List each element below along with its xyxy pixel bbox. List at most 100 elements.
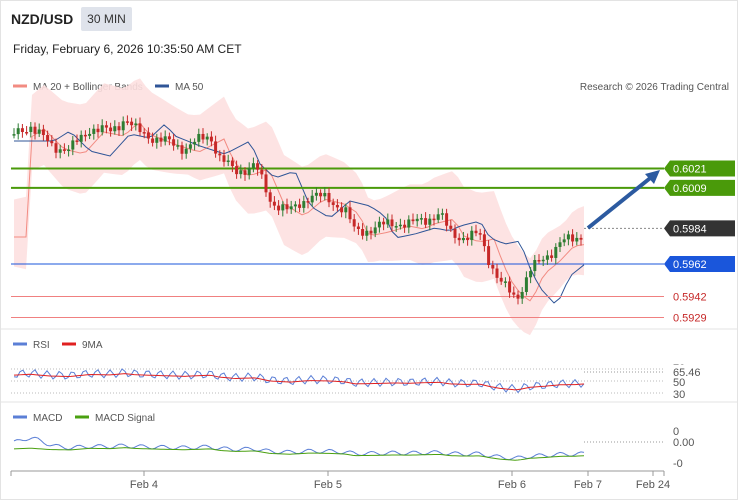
candle-body [256, 163, 260, 170]
candle-body [285, 204, 289, 210]
candle-body [474, 230, 478, 234]
price-levels [11, 167, 664, 318]
candle-body [260, 169, 264, 175]
candle-body [12, 134, 16, 136]
candle-body [382, 221, 386, 225]
moving-averages [14, 122, 585, 304]
candle-body [100, 125, 104, 133]
candle-body [310, 195, 314, 203]
candle-body [29, 126, 33, 133]
candle-body [319, 192, 323, 197]
candle-body [566, 234, 570, 240]
candle-body [20, 128, 24, 133]
rsi-legend-label: RSI [33, 340, 50, 351]
candle-body [277, 205, 281, 211]
candle-body [407, 219, 411, 228]
macd-legend-swatch [13, 415, 27, 419]
chart-datetime: Friday, February 6, 2026 10:35:50 AM CET [13, 42, 242, 56]
level-tag-label: 0.6009 [673, 183, 707, 195]
candle-body [209, 136, 213, 142]
macd-signal-line [13, 447, 585, 461]
candle-body [512, 292, 516, 295]
candle-body [222, 155, 226, 162]
macd-panel [13, 436, 664, 461]
ma50-line [14, 124, 585, 304]
candle-body [314, 192, 318, 196]
candle-body [436, 214, 440, 220]
rsi-tick-50: 50 [673, 377, 685, 389]
macd-signal-legend-swatch [75, 415, 89, 419]
macd-legend-label: MACD [33, 413, 62, 424]
macd-tick-zero: 0 [673, 426, 679, 438]
candle-body [453, 228, 457, 238]
candle-body [151, 138, 155, 143]
candle-body [575, 237, 579, 242]
candle-body [214, 141, 218, 154]
level-tag-bg [664, 220, 735, 237]
level-tag-label: 0.5942 [673, 291, 707, 303]
candle-body [167, 136, 171, 140]
candle-body [365, 230, 369, 236]
rsi-ma-legend-swatch [62, 342, 76, 346]
candle-body [163, 136, 167, 142]
candle-body [125, 121, 129, 123]
chart-header: NZD/USD 30 MIN Friday, February 6, 2026 … [0, 0, 738, 66]
macd-tick-neg: -0 [673, 458, 683, 470]
candle-body [71, 140, 75, 150]
candle-body [193, 141, 197, 145]
candle-body [449, 225, 453, 229]
candle-body [424, 218, 428, 225]
candlesticks [12, 115, 583, 305]
projection-arrow-head [645, 170, 660, 184]
candle-body [67, 149, 71, 152]
macd-value-bg [670, 436, 700, 448]
candle-body [88, 133, 92, 136]
candle-body [579, 237, 583, 240]
macd-signal-legend-label: MACD Signal [95, 413, 155, 424]
candle-body [377, 221, 381, 228]
candle-body [445, 213, 449, 226]
timeframe-button[interactable]: 30 MIN [81, 7, 132, 31]
candle-body [529, 271, 533, 278]
rsi-ma-legend-label: 9MA [82, 340, 103, 351]
candle-body [188, 144, 192, 149]
candle-body [487, 246, 491, 265]
candle-body [411, 219, 415, 222]
level-tag-bg [664, 179, 735, 196]
candle-body [533, 260, 537, 272]
candle-body [121, 121, 125, 131]
candle-body [390, 219, 394, 227]
candle-body [524, 277, 528, 292]
candle-body [348, 207, 352, 220]
candle-body [197, 133, 201, 142]
candle-body [373, 227, 377, 234]
candle-body [461, 237, 465, 241]
candle-body [184, 148, 188, 154]
candle-body [302, 201, 306, 208]
candle-body [46, 135, 50, 142]
candle-body [558, 242, 562, 247]
candle-body [386, 219, 390, 225]
candle-body [113, 126, 117, 132]
candle-body [96, 128, 100, 133]
candle-body [432, 218, 436, 221]
candle-body [50, 141, 54, 144]
candle-body [491, 264, 495, 269]
time-tick-label: Feb 6 [498, 479, 526, 491]
candle-body [293, 204, 297, 207]
candle-body [25, 132, 29, 134]
projection-arrow-shaft [586, 173, 656, 230]
candle-body [155, 137, 159, 143]
candle-body [335, 204, 339, 208]
rsi-last-value: 65.46 [673, 367, 701, 379]
candle-body [226, 160, 230, 163]
candle-body [398, 224, 402, 227]
candle-body [394, 226, 398, 228]
candle-body [340, 207, 344, 213]
candle-body [457, 237, 461, 241]
candle-body [16, 128, 20, 135]
candle-body [247, 167, 251, 175]
candle-body [495, 268, 499, 278]
currency-pair-title: NZD/USD [11, 11, 74, 27]
